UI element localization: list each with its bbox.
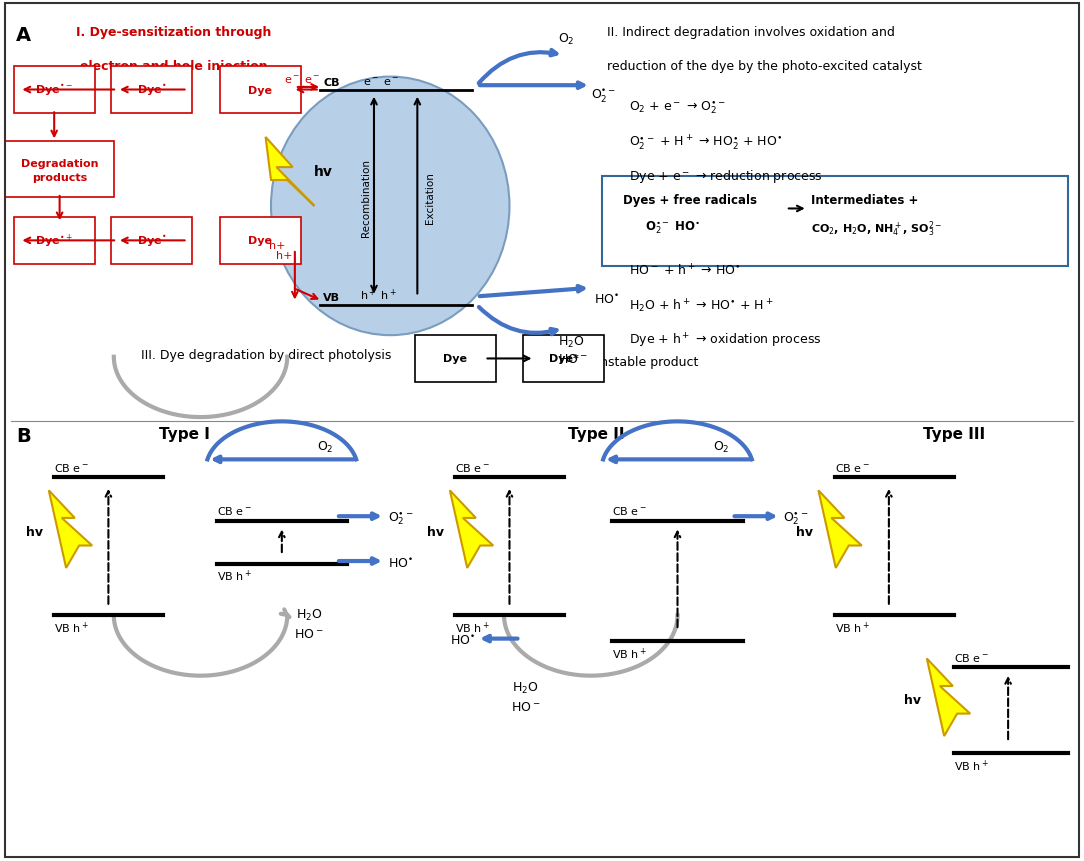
Text: Excitation: Excitation <box>425 172 436 224</box>
Text: CB e$^-$: CB e$^-$ <box>954 651 989 663</box>
Text: VB: VB <box>323 293 340 303</box>
FancyBboxPatch shape <box>5 142 114 198</box>
Text: II. Indirect degradation involves oxidation and: II. Indirect degradation involves oxidat… <box>607 26 895 39</box>
Text: Unstable product: Unstable product <box>591 355 698 369</box>
Text: CB e$^-$: CB e$^-$ <box>54 461 89 474</box>
Text: HO$^{•}$: HO$^{•}$ <box>450 634 475 647</box>
FancyBboxPatch shape <box>13 66 95 114</box>
Text: O$_2^{\bullet-}$: O$_2^{\bullet-}$ <box>388 510 414 527</box>
Text: Dyes + free radicals: Dyes + free radicals <box>623 194 758 207</box>
Polygon shape <box>49 491 92 568</box>
Text: electron and hole injection: electron and hole injection <box>79 60 268 73</box>
Text: O$_2$: O$_2$ <box>558 32 575 47</box>
Text: A: A <box>16 26 31 45</box>
Text: HO$^-$: HO$^-$ <box>558 353 588 366</box>
Text: Dye$^{•}$: Dye$^{•}$ <box>137 83 167 98</box>
Ellipse shape <box>271 77 509 336</box>
Text: hv: hv <box>26 525 43 539</box>
Text: Dye: Dye <box>248 236 272 246</box>
Text: CB: CB <box>323 77 339 88</box>
Text: Dye: Dye <box>443 354 467 364</box>
Text: hv: hv <box>427 525 444 539</box>
Polygon shape <box>266 138 314 207</box>
Text: CO$_2$, H$_2$O, NH$_4^+$, SO$_3^{2-}$: CO$_2$, H$_2$O, NH$_4^+$, SO$_3^{2-}$ <box>811 220 942 239</box>
Text: Dye + h$^+$ → oxidation process: Dye + h$^+$ → oxidation process <box>629 331 822 350</box>
Text: Degradation: Degradation <box>21 158 99 169</box>
FancyBboxPatch shape <box>602 177 1068 267</box>
Text: VB h$^+$: VB h$^+$ <box>612 646 647 661</box>
Text: e$^-$ e$^-$: e$^-$ e$^-$ <box>363 77 400 88</box>
Text: O$_2^{\bullet-}$ HO$^{\bullet}$: O$_2^{\bullet-}$ HO$^{\bullet}$ <box>645 220 700 236</box>
Text: HO$^{•}$: HO$^{•}$ <box>388 556 413 570</box>
Text: H$_2$O: H$_2$O <box>558 334 585 350</box>
Text: CB e$^-$: CB e$^-$ <box>217 505 251 517</box>
Text: O$_2^{\bullet-}$ + H$^+$ → HO$_2^{\bullet}$ + HO$^{\bullet}$: O$_2^{\bullet-}$ + H$^+$ → HO$_2^{\bulle… <box>629 133 782 152</box>
Text: H$_2$O: H$_2$O <box>296 607 322 623</box>
Text: Type I: Type I <box>159 426 209 441</box>
Text: HO$^-$: HO$^-$ <box>294 627 324 640</box>
FancyBboxPatch shape <box>112 66 193 114</box>
Text: CB e$^-$: CB e$^-$ <box>612 505 647 517</box>
Text: I. Dye-sensitization through: I. Dye-sensitization through <box>76 26 271 39</box>
Text: Dye$^{•}$: Dye$^{•}$ <box>137 233 167 249</box>
Text: Intermediates +: Intermediates + <box>811 194 918 207</box>
Polygon shape <box>818 491 862 568</box>
FancyBboxPatch shape <box>219 66 300 114</box>
Text: H$_2$O: H$_2$O <box>513 680 539 696</box>
Text: Dye*: Dye* <box>549 354 579 364</box>
Text: Type III: Type III <box>922 426 985 441</box>
Text: hv: hv <box>904 693 921 707</box>
Text: products: products <box>33 173 87 183</box>
Text: VB h$^+$: VB h$^+$ <box>217 568 251 584</box>
Text: h+: h+ <box>276 251 293 260</box>
Text: HO$^{•}$: HO$^{•}$ <box>594 293 619 307</box>
Text: hv: hv <box>796 525 813 539</box>
Text: CB e$^-$: CB e$^-$ <box>455 461 490 474</box>
Text: h+: h+ <box>269 241 285 251</box>
Text: O$_2$: O$_2$ <box>317 439 334 455</box>
Text: Dye: Dye <box>248 85 272 96</box>
Text: hv: hv <box>314 165 333 179</box>
Text: VB h$^+$: VB h$^+$ <box>954 758 989 773</box>
Text: O$_2$ + e$^-$ → O$_2^{\bullet-}$: O$_2$ + e$^-$ → O$_2^{\bullet-}$ <box>629 99 726 115</box>
Text: III. Dye degradation by direct photolysis: III. Dye degradation by direct photolysi… <box>141 349 391 362</box>
FancyBboxPatch shape <box>414 335 495 382</box>
Text: Recombination: Recombination <box>361 159 372 237</box>
Text: VB h$^+$: VB h$^+$ <box>54 620 89 635</box>
Text: e$^-$ e$^-$: e$^-$ e$^-$ <box>284 74 321 85</box>
FancyBboxPatch shape <box>112 217 193 265</box>
Text: Dye + e$^-$ → reduction process: Dye + e$^-$ → reduction process <box>629 168 823 185</box>
Text: B: B <box>16 426 31 445</box>
Text: reduction of the dye by the photo-excited catalyst: reduction of the dye by the photo-excite… <box>607 60 921 73</box>
Text: Dye$^{•+}$: Dye$^{•+}$ <box>36 232 73 250</box>
Text: HO$^-$ + h$^+$ → HO$^{\bullet}$: HO$^-$ + h$^+$ → HO$^{\bullet}$ <box>629 263 740 278</box>
Polygon shape <box>927 659 970 736</box>
Text: HO$^-$: HO$^-$ <box>511 700 541 713</box>
Text: O$_2$: O$_2$ <box>712 439 730 455</box>
Text: CB e$^-$: CB e$^-$ <box>835 461 869 474</box>
Polygon shape <box>450 491 493 568</box>
Text: O$_2^{\bullet-}$: O$_2^{\bullet-}$ <box>783 510 809 527</box>
Text: h$^+$ h$^+$: h$^+$ h$^+$ <box>360 288 397 303</box>
FancyBboxPatch shape <box>524 335 605 382</box>
FancyBboxPatch shape <box>219 217 300 265</box>
Text: Type II: Type II <box>568 426 624 441</box>
Text: H$_2$O + h$^+$ → HO$^{\bullet}$ + H$^+$: H$_2$O + h$^+$ → HO$^{\bullet}$ + H$^+$ <box>629 297 773 314</box>
FancyBboxPatch shape <box>13 217 95 265</box>
Text: O$_2^{•-}$: O$_2^{•-}$ <box>591 88 616 105</box>
Text: VB h$^+$: VB h$^+$ <box>835 620 869 635</box>
Text: VB h$^+$: VB h$^+$ <box>455 620 490 635</box>
Text: Dye$^{•-}$: Dye$^{•-}$ <box>36 83 73 98</box>
